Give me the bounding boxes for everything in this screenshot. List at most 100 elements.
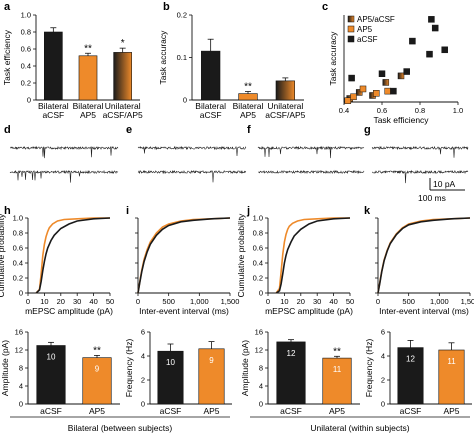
trace-0-1 (9, 169, 119, 183)
category-label-1: Bilateral (233, 101, 264, 111)
trace-3-1 (371, 169, 469, 184)
series-line-1 (35, 217, 111, 294)
legend-swatch-2 (347, 35, 355, 43)
bar-0 (157, 350, 184, 405)
scale-bar-time: 100 ms (418, 193, 446, 203)
y-tick-label: 0 (27, 96, 31, 105)
category-label-1: AP5 (443, 406, 459, 416)
bar-1 (438, 349, 465, 405)
chart-h-amplitude: 0 4 8 12 16 Amplitude (pA) 10 aCSF ** 9 AP5 (0, 328, 120, 416)
mepsc-traces (9, 145, 469, 184)
x-tick-label: 10 (40, 297, 48, 306)
panel-letter-c: c (322, 1, 328, 13)
group-brackets: Bilateral (between subjects) Unilateral … (10, 416, 470, 433)
panel-letter-e: e (126, 124, 132, 136)
category-label-2: aCSF/AP5 (265, 110, 305, 120)
data-point (344, 97, 352, 104)
n-label-1: 9 (95, 365, 100, 374)
y-tick-label: 4 (381, 352, 385, 361)
data-point (350, 93, 357, 101)
data-point (348, 74, 355, 82)
chart-a: 0 0.2 0.4 0.6 0.8 1.0 Task efficiency Bilateral… (2, 11, 143, 121)
data-point (373, 90, 380, 97)
legend-entry-0: AP5/aCSF (357, 15, 395, 24)
significance-1: ** (244, 82, 252, 93)
category-label-1: AP5 (80, 110, 96, 120)
y-tick-label: 0.8 (253, 229, 263, 238)
panel-letter-i: i (126, 205, 129, 217)
data-point (441, 46, 448, 54)
x-axis-label: mEPSC amplitude (pA) (265, 306, 353, 316)
group-label-bilateral: Bilateral (between subjects) (68, 423, 173, 433)
legend-entry-2: aCSF (357, 35, 378, 44)
x-tick-label: 1.0 (453, 106, 463, 115)
y-tick-label: 4 (19, 382, 23, 391)
y-tick-label: 0.2 (253, 274, 263, 283)
y-tick-label: 0 (19, 289, 23, 298)
y-tick-label: 0.8 (13, 229, 23, 238)
x-tick-label: 40 (89, 297, 97, 306)
y-tick-label: 6 (141, 328, 145, 337)
chart-i-frequency: 0 2 4 6 Frequency (Hz) 10 aCSF 9 AP5 (124, 328, 232, 416)
y-tick-label: 0 (259, 400, 263, 409)
x-tick-label: 50 (346, 297, 354, 306)
chart-j-amplitude: 0 4 8 12 16 Amplitude (pA) 12 aCSF ** 11 AP5 (240, 328, 360, 416)
legend-swatch-1 (347, 25, 355, 33)
y-axis-label: Frequency (Hz) (124, 339, 134, 398)
chart-k-frequency: 0 2 4 6 Frequency (Hz) 12 aCSF 11 AP5 (364, 328, 472, 416)
bar-1 (238, 93, 258, 101)
y-tick-label: 0.1 (177, 53, 187, 62)
y-tick-label: 0.4 (253, 259, 263, 268)
data-point (426, 50, 433, 58)
trace-3-0 (371, 145, 469, 158)
x-tick-label: 0 (26, 297, 30, 306)
trace-2-0 (257, 145, 365, 159)
category-label-0: aCSF (160, 406, 182, 416)
y-tick-label: 0 (141, 400, 145, 409)
y-tick-label: 4 (141, 352, 145, 361)
x-tick-label: 50 (106, 297, 114, 306)
y-tick-label: 0.4 (21, 62, 31, 71)
data-point (378, 70, 386, 77)
n-label-1: 11 (447, 357, 456, 366)
significance-1: ** (333, 346, 341, 357)
x-tick-label: 0.6 (377, 106, 387, 115)
series-line-1 (137, 217, 231, 294)
significance-1: ** (93, 345, 101, 356)
chart-h: 0 0.2 0.4 0.6 0.8 1.0 Cumulative probability 0 1… (0, 213, 114, 316)
y-tick-label: 8 (259, 364, 263, 373)
x-tick-label: 1,500 (461, 297, 474, 306)
n-label-1: 9 (209, 356, 214, 365)
category-label-0: aCSF (280, 406, 302, 416)
x-tick-label: 30 (313, 297, 321, 306)
trace-1-0 (137, 145, 247, 157)
category-label-0: aCSF (42, 110, 64, 120)
y-tick-label: 0.4 (13, 259, 23, 268)
y-tick-label: 12 (255, 346, 263, 355)
y-tick-label: 0.2 (177, 11, 187, 20)
category-label-1: AP5 (203, 406, 219, 416)
n-label-1: 11 (333, 365, 342, 374)
x-tick-label: 0.8 (415, 106, 425, 115)
n-label-0: 12 (406, 355, 415, 364)
y-axis-label: Amplitude (pA) (240, 340, 250, 396)
y-axis-label: Amplitude (pA) (0, 340, 10, 396)
bar-0 (276, 341, 306, 405)
category-label-0: aCSF (400, 406, 422, 416)
x-tick-label: 0 (376, 297, 380, 306)
x-tick-label: 1,000 (430, 297, 449, 306)
trace-0-0 (10, 145, 119, 159)
series-line-1 (377, 217, 471, 294)
y-tick-label: 0 (19, 400, 23, 409)
bar-0 (201, 50, 221, 101)
panel-letter-d: d (4, 124, 11, 136)
y-axis-label: Task efficiency (2, 29, 12, 85)
x-tick-label: 0 (266, 297, 270, 306)
bar-2 (113, 52, 132, 101)
x-axis-label: Inter-event interval (ms) (379, 306, 469, 316)
x-tick-label: 10 (280, 297, 288, 306)
y-tick-label: 1.0 (13, 214, 23, 223)
x-tick-label: 1,000 (190, 297, 209, 306)
series-line-0 (35, 217, 110, 294)
